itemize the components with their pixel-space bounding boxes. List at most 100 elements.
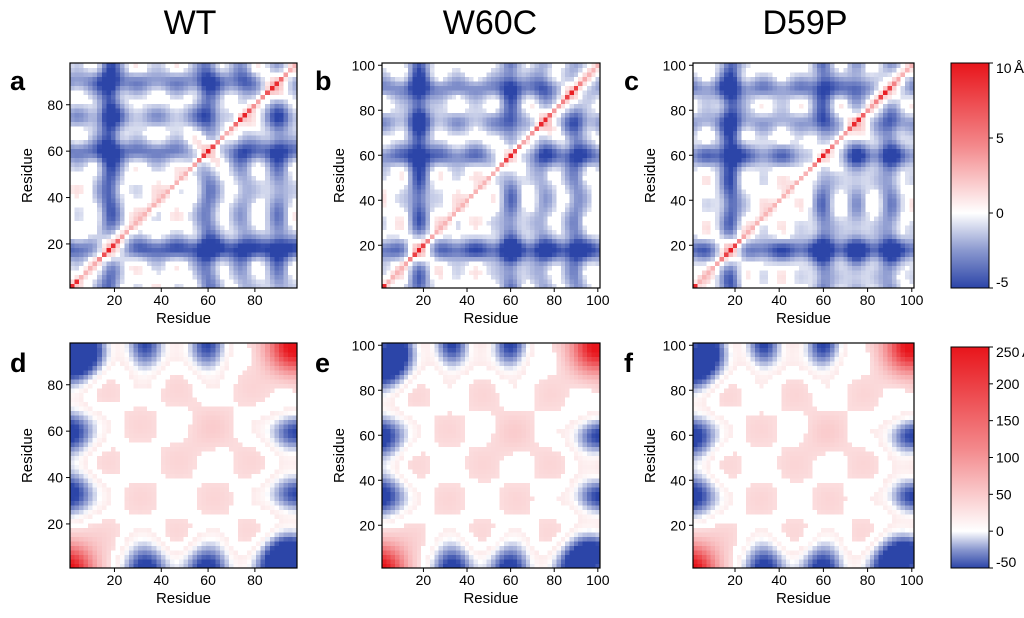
heatmap-cell: [129, 126, 135, 132]
heatmap-cell: [106, 180, 112, 186]
heatmap-cell: [224, 112, 230, 118]
heatmap-cell: [283, 234, 289, 240]
heatmap-cell: [447, 265, 453, 271]
heatmap-cell: [525, 148, 531, 154]
heatmap-cell: [70, 171, 76, 177]
heatmap-cell: [142, 270, 148, 276]
heatmap-cell: [287, 148, 294, 154]
heatmap-cell: [543, 216, 549, 222]
heatmap-cell: [456, 184, 462, 190]
heatmap-cell: [586, 108, 592, 114]
heatmap-cell: [79, 261, 85, 267]
heatmap-cell: [386, 234, 392, 240]
heatmap-cell: [451, 76, 457, 82]
heatmap-cell: [499, 94, 505, 100]
heatmap-cell: [477, 99, 483, 105]
heatmap-cell: [70, 139, 76, 145]
heatmap-cell: [530, 76, 536, 82]
heatmap-cell: [183, 148, 189, 154]
heatmap-cell: [508, 207, 514, 213]
heatmap-cell: [183, 135, 189, 141]
heatmap-cell: [183, 157, 189, 163]
heatmap-cell: [174, 81, 180, 87]
heatmap-cell: [504, 94, 510, 100]
heatmap-cell: [512, 162, 518, 168]
heatmap-cell: [482, 184, 488, 190]
heatmap-cell: [133, 175, 139, 181]
heatmap-cell: [201, 198, 207, 204]
heatmap-cell: [70, 144, 76, 150]
heatmap-cell: [106, 247, 112, 253]
heatmap-cell: [595, 76, 601, 82]
heatmap-cell: [386, 189, 392, 195]
heatmap-cell: [101, 166, 107, 172]
heatmap-cell: [115, 166, 121, 172]
heatmap-cell: [197, 130, 203, 136]
heatmap-cell: [473, 234, 479, 240]
heatmap-cell: [556, 207, 562, 213]
heatmap-cell: [464, 85, 470, 91]
heatmap-cell: [206, 72, 212, 78]
heatmap-cell: [160, 126, 166, 132]
heatmap-cell: [552, 162, 557, 168]
heatmap-cell: [251, 171, 257, 177]
heatmap-cell: [495, 274, 501, 280]
heatmap-cell: [386, 94, 392, 100]
heatmap-cell: [115, 256, 121, 262]
heatmap-cell: [215, 103, 221, 109]
heatmap-cell: [521, 175, 527, 181]
heatmap-cell: [215, 117, 221, 123]
heatmap-cell: [491, 198, 496, 204]
heatmap-cell: [274, 76, 280, 82]
heatmap-cell: [83, 130, 89, 136]
heatmap-cell: [552, 130, 557, 136]
heatmap-cell: [486, 130, 492, 136]
heatmap-cell: [464, 220, 470, 226]
heatmap-cell: [403, 135, 409, 141]
heatmap-cell: [538, 270, 544, 276]
heatmap-cell: [219, 162, 225, 168]
heatmap-cell: [464, 243, 470, 249]
heatmap-cell: [74, 211, 80, 217]
heatmap-cell: [595, 108, 601, 114]
heatmap-cell: [456, 130, 462, 136]
heatmap-cell: [160, 279, 166, 285]
heatmap-cell: [416, 112, 422, 118]
heatmap-cell: [547, 135, 553, 141]
heatmap-cell: [188, 108, 194, 114]
heatmap-cell: [206, 166, 212, 172]
heatmap-cell: [197, 207, 203, 213]
heatmap-cell: [477, 184, 483, 190]
heatmap-cell: [412, 256, 418, 262]
heatmap-cell: [443, 274, 448, 280]
heatmap-cell: [269, 139, 275, 145]
heatmap-cell: [133, 270, 139, 276]
heatmap-cell: [530, 162, 536, 168]
heatmap-cell: [395, 265, 401, 271]
heatmap-cell: [438, 256, 444, 262]
heatmap-cell: [233, 81, 239, 87]
heatmap-cell: [560, 81, 566, 87]
heatmap-cell: [224, 265, 230, 271]
heatmap-cell: [560, 279, 566, 285]
heatmap-cell: [443, 283, 448, 289]
heatmap-cell: [421, 171, 427, 177]
heatmap-cell: [416, 108, 422, 114]
heatmap-cell: [183, 162, 189, 168]
heatmap-cell: [477, 238, 483, 244]
heatmap-cell: [269, 265, 275, 271]
heatmap-cell: [595, 243, 601, 249]
heatmap-cell: [142, 207, 148, 213]
heatmap-cell: [390, 256, 396, 262]
heatmap-cell: [242, 117, 248, 123]
heatmap-cell: [390, 103, 396, 109]
heatmap-cell: [517, 157, 523, 163]
heatmap-cell: [124, 211, 130, 217]
heatmap-cell: [265, 211, 271, 217]
heatmap-cell: [434, 135, 440, 141]
heatmap-cell: [477, 220, 483, 226]
heatmap-cell: [178, 99, 185, 105]
heatmap-cell: [517, 193, 523, 199]
heatmap-cell: [547, 162, 553, 168]
